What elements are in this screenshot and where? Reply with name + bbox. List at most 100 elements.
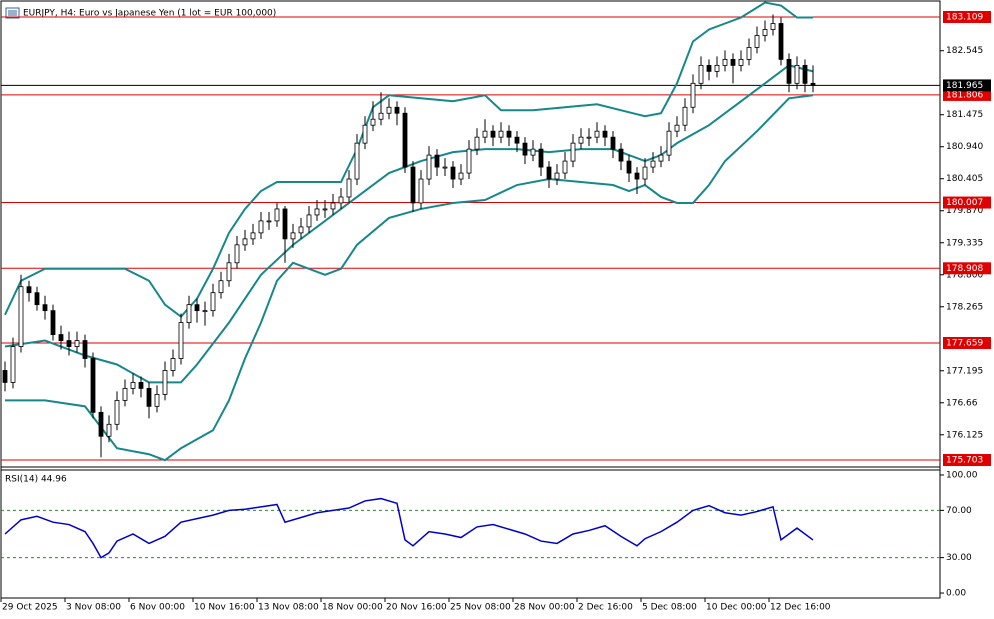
candle-body <box>554 172 560 180</box>
x-tick-label: 25 Nov 08:00 <box>450 603 511 613</box>
candle-body <box>418 178 424 204</box>
rsi-tick-label: 30.00 <box>946 553 972 563</box>
y-tick-label: 178.800 <box>946 270 983 280</box>
x-tick-label: 5 Dec 08:00 <box>642 603 697 613</box>
y-tick-label: 181.475 <box>946 110 983 120</box>
y-tick-label: 176.66 <box>946 398 978 408</box>
candle-body <box>194 304 200 312</box>
x-tick-label: 28 Nov 00:00 <box>514 603 575 613</box>
candle-body <box>586 136 592 139</box>
candle-body <box>514 136 520 144</box>
level-label: 181.806 <box>946 90 983 100</box>
level-label-box <box>943 337 991 350</box>
rsi-tick-label: 70.00 <box>946 506 972 516</box>
candle-body <box>298 226 304 234</box>
candle-body <box>26 286 32 294</box>
candle-body <box>346 178 352 198</box>
candle-body <box>610 136 616 150</box>
candle-body <box>354 142 360 180</box>
candle-body <box>810 82 816 86</box>
candle-body <box>138 382 144 389</box>
candle-body <box>730 59 736 66</box>
last-price-label: 181.965 <box>946 81 983 91</box>
level-label: 183.109 <box>946 12 983 22</box>
y-tick-label: 182.545 <box>946 46 983 56</box>
candle-body <box>786 59 792 84</box>
chart-title: EURJPY, H4: Euro vs Japanese Yen (1 lot … <box>23 9 276 19</box>
candle-body <box>570 142 576 162</box>
level-label: 178.908 <box>946 264 983 274</box>
candle-body <box>714 64 720 72</box>
candle-body <box>266 220 272 223</box>
level-label: 175.703 <box>946 456 983 466</box>
candle-body <box>2 370 8 383</box>
candle-body <box>498 130 504 138</box>
candle-body <box>290 232 296 240</box>
candle-body <box>322 208 328 211</box>
candle-body <box>474 136 480 150</box>
candle-body <box>538 148 544 168</box>
candle-body <box>306 214 312 228</box>
candle-body <box>338 196 344 204</box>
candle-body <box>394 106 400 114</box>
candle-body <box>210 292 216 312</box>
candle-body <box>42 304 48 312</box>
candle-body <box>154 393 160 407</box>
level-label: 177.659 <box>946 339 983 349</box>
x-tick-label: 6 Nov 00:00 <box>130 603 185 613</box>
candle-body <box>66 340 72 347</box>
candle-body <box>202 310 208 313</box>
candle-body <box>450 166 456 180</box>
candle-body <box>530 148 536 156</box>
candle-body <box>626 160 632 174</box>
x-tick-label: 13 Nov 08:00 <box>258 603 319 613</box>
level-label-box <box>943 88 991 101</box>
candle-body <box>778 23 784 60</box>
candle-body <box>698 64 704 84</box>
candle-body <box>146 388 152 407</box>
candle-body <box>98 411 104 437</box>
candle-body <box>674 124 680 132</box>
candle-body <box>410 166 416 204</box>
candle-body <box>114 399 120 425</box>
candle-body <box>218 280 224 294</box>
y-tick-label: 179.870 <box>946 206 983 216</box>
x-tick-label: 10 Nov 16:00 <box>194 603 255 613</box>
candle-body <box>490 130 496 138</box>
candle-body <box>122 388 128 401</box>
rsi-title: RSI(14) 44.96 <box>5 475 67 485</box>
y-tick-label: 177.195 <box>946 366 983 376</box>
candle-body <box>482 130 488 138</box>
x-tick-label: 18 Nov 00:00 <box>322 603 383 613</box>
candle-body <box>746 47 752 60</box>
candle-body <box>402 112 408 168</box>
candle-body <box>386 106 392 114</box>
rsi-line <box>4 497 814 559</box>
level-label-box <box>943 196 991 209</box>
candle-body <box>738 59 744 66</box>
level-label-box <box>943 454 991 467</box>
candle-body <box>258 220 264 234</box>
candle-body <box>618 148 624 162</box>
candle-body <box>650 160 656 168</box>
candle-body <box>274 208 280 222</box>
candle-body <box>162 370 168 395</box>
bollinger-band <box>5 94 814 462</box>
candle-body <box>426 154 432 180</box>
symbol-icon <box>5 7 20 19</box>
candle-body <box>282 208 288 240</box>
candle-body <box>506 130 512 138</box>
rsi-tick-label: 0.00 <box>946 589 966 599</box>
y-tick-label: 180.940 <box>946 142 983 152</box>
y-tick-label: 178.265 <box>946 302 983 312</box>
candle-body <box>770 23 776 30</box>
candle-body <box>434 154 440 168</box>
candle-body <box>378 112 384 120</box>
candle-body <box>330 202 336 210</box>
candle-body <box>706 64 712 72</box>
candle-body <box>10 346 16 383</box>
candle-body <box>242 238 248 246</box>
candle-body <box>682 106 688 126</box>
candle-body <box>170 358 176 371</box>
